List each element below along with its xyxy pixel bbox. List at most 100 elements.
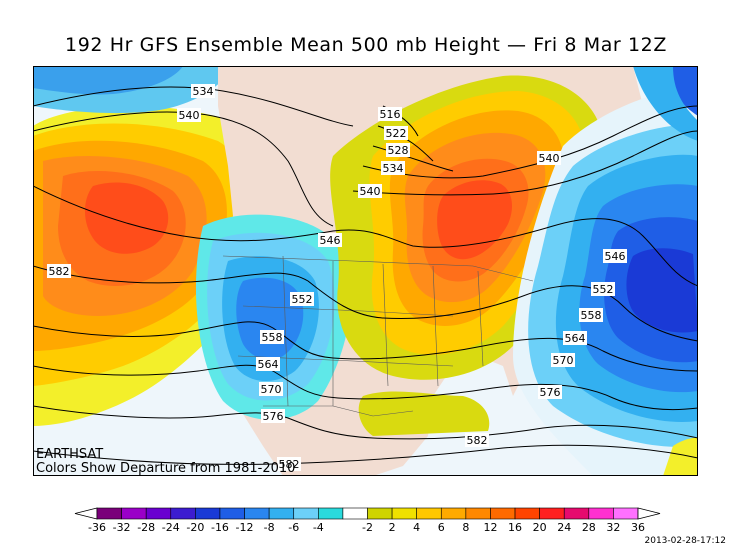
- svg-text:540: 540: [539, 152, 560, 165]
- contour-labels: 534 540 516 522 528 534 540 540 546 582 …: [47, 84, 627, 471]
- svg-text:558: 558: [581, 309, 602, 322]
- svg-text:564: 564: [565, 332, 586, 345]
- legend-swatch: [121, 507, 147, 520]
- legend-tick-label: 6: [438, 521, 445, 534]
- svg-text:540: 540: [179, 109, 200, 122]
- svg-text:534: 534: [383, 162, 404, 175]
- legend-tick-label: 2: [389, 521, 396, 534]
- legend-tick-label: -12: [236, 521, 254, 534]
- svg-text:582: 582: [49, 265, 70, 278]
- map-credit: EARTHSAT Colors Show Departure from 1981…: [36, 448, 295, 476]
- legend-tick-label: 12: [483, 521, 497, 534]
- contour-label: 576: [261, 409, 285, 423]
- svg-text:534: 534: [193, 85, 214, 98]
- svg-text:540: 540: [360, 185, 381, 198]
- svg-text:546: 546: [605, 250, 626, 263]
- contour-label: 576: [538, 385, 562, 399]
- legend-swatch: [440, 507, 467, 520]
- contour-label: 582: [277, 457, 301, 471]
- legend-swatch: [563, 507, 590, 520]
- svg-text:522: 522: [386, 127, 407, 140]
- legend-swatch: [219, 507, 245, 520]
- legend-swatch: [195, 507, 221, 520]
- legend-tick-label: 28: [582, 521, 596, 534]
- credit-line-source: EARTHSAT: [36, 447, 104, 462]
- legend-tick-label: 4: [413, 521, 420, 534]
- legend-tick-label: 16: [508, 521, 522, 534]
- contour-label: 558: [579, 308, 603, 322]
- svg-text:576: 576: [263, 410, 284, 423]
- contour-label: 534: [191, 84, 215, 98]
- svg-text:528: 528: [388, 144, 409, 157]
- svg-text:570: 570: [553, 354, 574, 367]
- legend-swatch: [588, 507, 614, 520]
- contour-label: 570: [259, 382, 283, 396]
- contour-label: 546: [318, 233, 342, 247]
- contour-label: 528: [386, 143, 410, 157]
- svg-text:552: 552: [292, 293, 313, 306]
- svg-text:582: 582: [467, 434, 488, 447]
- contour-label: 552: [591, 282, 615, 296]
- legend-tick-label: 8: [462, 521, 469, 534]
- contour-label: 558: [260, 330, 284, 344]
- contour-label: 552: [290, 292, 314, 306]
- legend-swatch: [391, 507, 417, 520]
- svg-text:570: 570: [261, 383, 282, 396]
- legend-tick-label: -36: [88, 521, 106, 534]
- svg-text:558: 558: [262, 331, 283, 344]
- legend-swatch: [539, 507, 565, 520]
- legend-swatch: [318, 507, 344, 520]
- contour-label: 564: [563, 331, 587, 345]
- legend-arrow-right: [637, 507, 661, 520]
- contour-label: 582: [47, 264, 71, 278]
- chart-title: 192 Hr GFS Ensemble Mean 500 mb Height —…: [65, 34, 667, 56]
- color-legend: -36 -32 -28 -24 -20 -16 -12 -8 -6 -4 -2 2 4 6 8 12 16 20 2…: [74, 507, 661, 534]
- legend-tick-label: -32: [113, 521, 131, 534]
- legend-tick-label: 24: [557, 521, 571, 534]
- legend-swatch: [170, 507, 196, 520]
- contour-label: 540: [177, 108, 201, 122]
- contour-label: 540: [537, 151, 561, 165]
- legend-tick-label: -20: [186, 521, 204, 534]
- svg-text:564: 564: [258, 358, 279, 371]
- map-frame: [33, 66, 698, 476]
- legend-tick-label: 36: [631, 521, 645, 534]
- pacific-ridge-anomaly: [33, 106, 273, 426]
- legend-swatch: [490, 507, 516, 520]
- svg-text:552: 552: [593, 283, 614, 296]
- legend-swatch: [613, 507, 639, 520]
- legend-tick-label: -2: [362, 521, 373, 534]
- contour-label: 534: [381, 161, 405, 175]
- height-anomaly-map: 534 540 516 522 528 534 540 540 546 582 …: [33, 66, 698, 476]
- svg-text:576: 576: [540, 386, 561, 399]
- legend-swatch: [367, 507, 393, 520]
- contour-label: 522: [384, 126, 408, 140]
- legend-tick-label: 20: [533, 521, 547, 534]
- legend-tick-label: 32: [606, 521, 620, 534]
- legend-swatch: [244, 507, 270, 520]
- contour-label: 570: [551, 353, 575, 367]
- svg-text:516: 516: [380, 108, 401, 121]
- contour-label: 540: [358, 184, 382, 198]
- svg-text:546: 546: [320, 234, 341, 247]
- legend-tick-label: -24: [162, 521, 180, 534]
- contour-label: 546: [603, 249, 627, 263]
- credit-line-note: Colors Show Departure from 1981-2010: [36, 461, 296, 476]
- legend-swatch: [268, 507, 295, 520]
- legend-swatch: [96, 507, 122, 520]
- legend-tick-label: -8: [264, 521, 275, 534]
- legend-swatch: [514, 507, 540, 520]
- legend-swatch: [416, 507, 442, 520]
- legend-tick-label: -16: [211, 521, 229, 534]
- timestamp: 2013-02-28-17:12: [644, 536, 727, 546]
- legend-tick-label: -28: [137, 521, 155, 534]
- height-contours: [33, 86, 698, 465]
- svg-text:582: 582: [279, 458, 300, 471]
- legend-swatch: [342, 507, 368, 520]
- legend-tick-label: -6: [288, 521, 299, 534]
- legend-arrow-left: [74, 507, 98, 520]
- legend-swatch: [465, 507, 491, 520]
- contour-label: 582: [465, 433, 489, 447]
- legend-swatch: [145, 507, 172, 520]
- contour-label: 564: [256, 357, 280, 371]
